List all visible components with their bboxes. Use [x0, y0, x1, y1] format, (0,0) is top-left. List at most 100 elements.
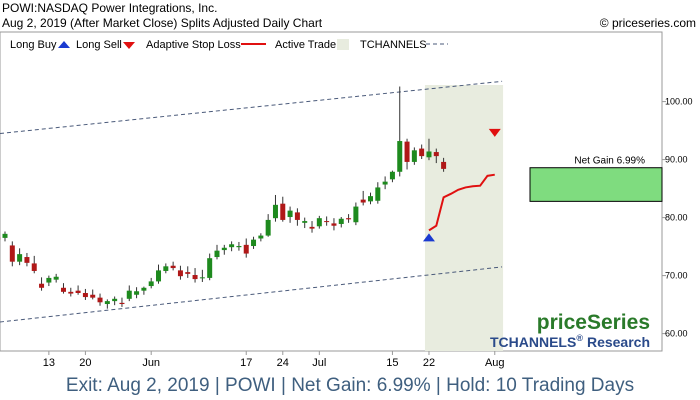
candle-body [177, 270, 183, 277]
candle-body [389, 171, 395, 180]
candle [141, 286, 147, 295]
candle [185, 266, 191, 278]
brand-suffix: Research [587, 334, 650, 350]
net-gain-label: Net Gain 6.99% [574, 156, 645, 167]
candle [207, 253, 213, 281]
candle-body [221, 247, 227, 251]
candle [251, 236, 257, 249]
candle [90, 289, 96, 300]
candle-body [214, 250, 220, 258]
y-tick-label: 100.00 [665, 97, 693, 107]
candle [382, 176, 388, 190]
active-trade-swatch [337, 39, 349, 50]
legend-tchannels-label: TCHANNELS [360, 39, 427, 51]
candle [46, 275, 52, 287]
candle [331, 218, 337, 231]
candle [324, 216, 330, 226]
candle-body [207, 258, 213, 278]
candle [192, 268, 198, 283]
candle-body [156, 270, 162, 282]
candle [229, 241, 235, 252]
candle [272, 194, 278, 222]
candle [389, 170, 395, 183]
candle-body [31, 263, 37, 271]
candle [9, 241, 15, 267]
candle [119, 297, 125, 307]
brand-registered: ® [576, 333, 583, 343]
brand-product: TCHANNELS® Research [490, 333, 650, 350]
copyright-link[interactable]: © priceseries.com [599, 16, 696, 30]
candle-body [60, 287, 66, 292]
candle-body [426, 151, 432, 158]
x-tick-label: 20 [79, 357, 91, 369]
candle-body [272, 204, 278, 219]
long-buy-arrow-icon [58, 41, 70, 48]
candle [353, 202, 359, 226]
candle [60, 283, 66, 294]
candle [199, 269, 205, 282]
candle-body [148, 281, 154, 287]
candle-body [258, 235, 264, 239]
candle [404, 138, 410, 170]
candle-body [75, 290, 81, 293]
candle-body [302, 221, 308, 223]
candle-body [243, 244, 249, 254]
candle-body [97, 297, 103, 303]
candle [397, 86, 403, 177]
candle [134, 287, 140, 299]
legend: Long Buy Long Sell Adaptive Stop Loss Ac… [10, 39, 448, 51]
candle [126, 285, 132, 302]
candle [31, 255, 37, 274]
candle [258, 233, 264, 242]
candle-body [411, 150, 417, 162]
candle-body [17, 254, 23, 262]
candle [360, 190, 366, 206]
candle [97, 293, 103, 306]
candle [2, 231, 8, 242]
x-tick-label: Jul [312, 357, 326, 369]
candle [280, 196, 286, 222]
y-tick-label: 70.00 [665, 271, 688, 281]
candle-body [68, 291, 74, 294]
candle [338, 217, 344, 228]
candle-body [82, 293, 88, 298]
candle [75, 285, 81, 295]
candle [287, 206, 293, 223]
x-tick-label: 15 [386, 357, 398, 369]
tchannel-lower [0, 266, 503, 323]
candle [411, 147, 417, 165]
x-tick-label: 22 [423, 357, 435, 369]
candle [302, 217, 308, 229]
candle-body [2, 233, 8, 238]
y-tick-label: 60.00 [665, 329, 688, 339]
candle-body [324, 221, 330, 223]
candle [441, 157, 447, 172]
long-buy-marker [422, 233, 435, 242]
candle [156, 264, 162, 284]
candle-body [24, 257, 30, 263]
y-tick-label: 90.00 [665, 155, 688, 165]
candle-body [46, 277, 52, 283]
candle-body [90, 294, 96, 298]
candle [24, 252, 30, 267]
candle-body [170, 265, 176, 269]
candle-body [331, 223, 337, 226]
candle [39, 277, 45, 291]
chart-subtitle: Aug 2, 2019 (After Market Close) Splits … [2, 16, 323, 30]
candle-body [309, 226, 315, 229]
candle-body [119, 302, 125, 305]
legend-long-sell-label: Long Sell [76, 39, 122, 51]
x-tick-label: 17 [240, 357, 252, 369]
candle-body [251, 239, 257, 247]
long-sell-marker [488, 128, 501, 137]
candle-body [375, 187, 381, 201]
candle [221, 244, 227, 255]
net-gain-box [529, 167, 663, 202]
legend-adaptive-stop-label: Adaptive Stop Loss [146, 39, 241, 51]
candle [375, 182, 381, 204]
candle-body [280, 203, 286, 220]
candle [68, 287, 74, 297]
candle [104, 299, 110, 309]
candle-body [353, 206, 359, 223]
candle [148, 277, 154, 289]
